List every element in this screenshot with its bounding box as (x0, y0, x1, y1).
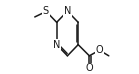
Text: S: S (43, 6, 49, 16)
Text: O: O (85, 63, 93, 73)
Text: N: N (64, 6, 71, 16)
Text: O: O (96, 45, 104, 55)
Text: N: N (53, 40, 60, 50)
